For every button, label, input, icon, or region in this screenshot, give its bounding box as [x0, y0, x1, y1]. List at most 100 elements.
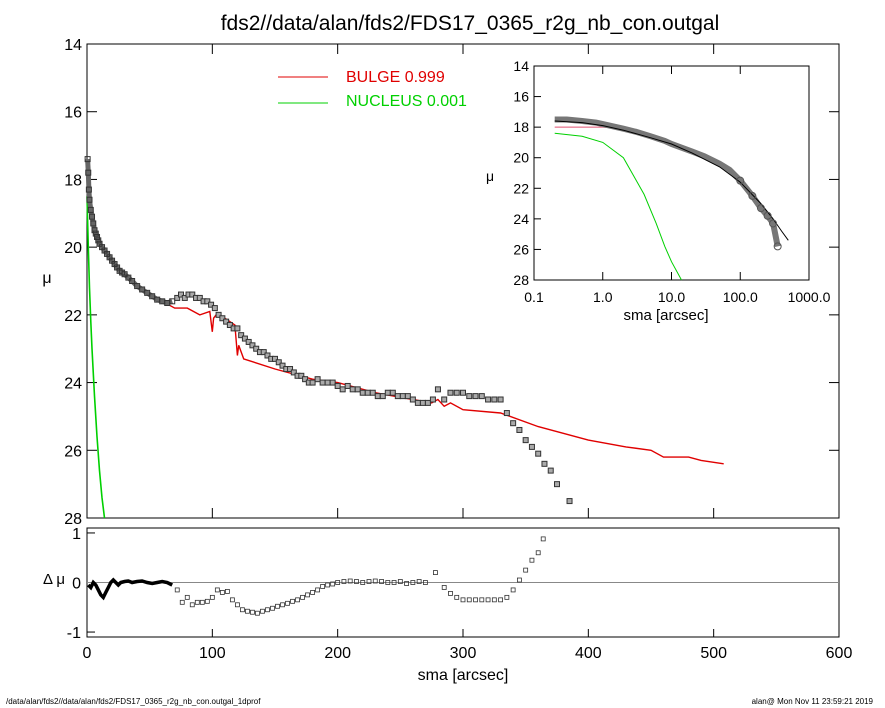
main-observed-point: [134, 283, 141, 290]
main-observed-point: [566, 498, 573, 505]
residual-point: [204, 598, 210, 604]
residual-point: [347, 578, 353, 584]
main-observed-point: [374, 393, 381, 400]
main-observed-point: [394, 393, 401, 400]
inset-y-tick-label: 14: [513, 58, 529, 74]
residual-point: [448, 591, 453, 596]
residual-point: [174, 587, 180, 593]
main-observed-point: [189, 291, 196, 298]
main-y-tick-label: 28: [64, 511, 82, 528]
main-observed-point: [219, 315, 226, 322]
residual-point: [441, 585, 447, 590]
inset-plot-frame: [533, 65, 810, 281]
inset-nucleus-line: [554, 132, 682, 281]
residual-point: [360, 580, 366, 585]
main-nucleus-line: [86, 196, 106, 519]
main-observed-point: [226, 322, 233, 329]
residual-panel: 10-10 100 200 300 400 500 600 Δ μ sma [arcsec]: [43, 526, 852, 684]
main-observed-point: [211, 305, 218, 312]
main-observed-point: [264, 352, 271, 359]
main-observed-point: [447, 389, 454, 396]
main-observed-point: [298, 372, 305, 379]
main-observed-point: [497, 396, 504, 403]
main-observed-point: [409, 396, 416, 403]
main-y-tick-label: 24: [64, 376, 82, 393]
main-observed-point: [404, 393, 411, 400]
main-observed-point: [359, 389, 366, 396]
main-observed-point: [89, 213, 96, 220]
main-observed-point: [208, 301, 215, 308]
residual-point: [491, 597, 497, 603]
inset-y-tick-label: 26: [513, 241, 529, 257]
residual-point: [199, 599, 205, 605]
residual-point: [330, 581, 336, 587]
residual-point: [275, 603, 280, 609]
residual-point: [300, 594, 305, 600]
inset-ticks: 14 16 18 20 22 24 26 280.1 1.0 10.0 100.0 1000.0: [513, 58, 830, 305]
main-observed-point: [491, 396, 498, 403]
residual-point: [280, 602, 285, 608]
footer-timestamp: alan@ Mon Nov 11 23:59:21 2019: [751, 697, 873, 706]
residual-point: [179, 599, 185, 605]
inset-y-tick-label: 22: [513, 180, 529, 196]
main-observed-point: [472, 393, 479, 400]
chart-title: fds2//data/alan/fds2/FDS17_0365_r2g_nb_c…: [221, 12, 720, 35]
main-observed-point: [121, 271, 128, 278]
inset-observed-point: [756, 204, 765, 213]
residual-point: [504, 594, 510, 600]
main-observed-point: [541, 460, 548, 467]
main-observed-point: [87, 206, 94, 213]
residual-point: [290, 598, 295, 604]
residual-point: [219, 590, 225, 595]
residual-point: [305, 592, 310, 598]
residual-point: [214, 587, 220, 593]
main-observed-point: [522, 437, 529, 444]
residual-point: [194, 599, 200, 605]
main-observed-point: [129, 278, 136, 284]
main-observed-point: [169, 298, 176, 305]
main-observed-point: [279, 362, 286, 369]
main-observed-dense-band: [85, 158, 174, 306]
residual-point: [454, 594, 460, 600]
legend: BULGE 0.999 NUCLEUS 0.001: [278, 69, 467, 110]
main-observed-point: [249, 342, 256, 349]
inset-observed-band: [554, 116, 781, 247]
residual-point: [310, 590, 316, 595]
residual-point: [341, 579, 347, 584]
main-observed-points: [84, 156, 573, 505]
main-observed-point: [384, 389, 391, 396]
main-observed-point: [86, 196, 93, 203]
main-observed-point: [245, 338, 252, 345]
residual-point: [510, 587, 516, 593]
main-observed-point: [319, 379, 326, 386]
main-observed-point: [453, 389, 460, 396]
main-observed-point: [85, 186, 92, 193]
main-y-tick-label: 26: [64, 443, 82, 460]
residual-point: [325, 582, 331, 588]
main-observed-point: [91, 227, 98, 234]
residual-point: [529, 557, 535, 563]
residual-point: [473, 597, 478, 603]
main-observed-point: [485, 396, 492, 403]
main-observed-point: [364, 389, 371, 396]
main-observed-point: [144, 289, 151, 296]
main-observed-point: [478, 393, 485, 400]
residual-x-axis-label: sma [arcsec]: [418, 667, 509, 684]
residual-x-tick-label: 600: [826, 645, 853, 662]
main-observed-point: [414, 399, 421, 406]
main-observed-point: [95, 237, 102, 244]
residual-point: [479, 597, 485, 603]
residual-point: [372, 578, 378, 584]
main-observed-point: [441, 396, 448, 403]
main-observed-point: [503, 410, 510, 417]
main-observed-point: [181, 294, 188, 301]
residual-point: [285, 600, 290, 606]
inset-x-tick-label: 100.0: [723, 289, 758, 305]
main-observed-point: [389, 389, 396, 396]
main-observed-point: [344, 382, 351, 389]
residual-point: [540, 536, 546, 542]
main-y-ticks: 14 16 18 20 22 24 26 28: [64, 37, 840, 528]
residual-point: [498, 597, 504, 603]
main-observed-point: [466, 393, 473, 400]
main-observed-point: [309, 379, 316, 386]
